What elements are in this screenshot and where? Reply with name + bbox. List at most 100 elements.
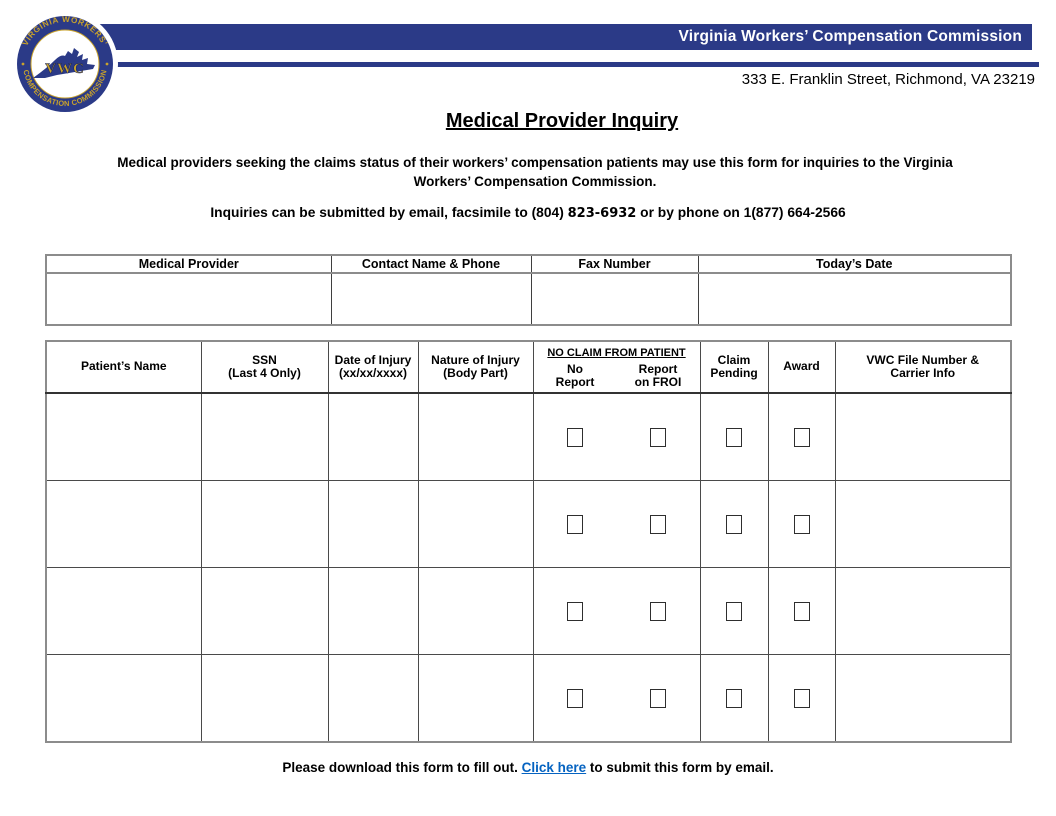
ssn-input-cell-row2[interactable] — [200, 480, 329, 568]
intro-line-1: Medical providers seeking the claims sta… — [117, 155, 953, 170]
checkbox-no-report-row4[interactable] — [567, 688, 583, 708]
vwc-file-input-cell-row1[interactable] — [834, 392, 1012, 481]
header-date-of-injury: Date of Injury (xx/xx/xxxx) — [327, 340, 419, 394]
checkbox-claim-pending-row1[interactable] — [726, 427, 742, 447]
header-doi-line2: (xx/xx/xxxx) — [338, 366, 408, 380]
award-cell-row3 — [767, 567, 836, 655]
contact-line: Inquiries can be submitted by email, fac… — [0, 205, 1056, 221]
header-fax-number: Fax Number — [530, 255, 699, 274]
seal-center-text: VWC — [45, 61, 85, 77]
header-noi-line2: (Body Part) — [443, 366, 508, 380]
no-claim-group-label: NO CLAIM FROM PATIENT — [547, 347, 686, 360]
page-title: Medical Provider Inquiry — [445, 110, 679, 132]
checkbox-no-report-row2[interactable] — [567, 514, 583, 534]
patient-name-input-cell-row2[interactable] — [45, 480, 202, 568]
fax-number-input-cell[interactable] — [530, 273, 699, 325]
no-claim-cell-row4 — [532, 654, 701, 743]
header-noi-line1: Nature of Injury — [431, 352, 520, 367]
header-patient-name: Patient’s Name — [45, 340, 202, 394]
nature-of-injury-input-cell-row3[interactable] — [417, 567, 534, 655]
claim-pending-line2: Pending — [710, 366, 758, 380]
vwc-file-input-cell-row2[interactable] — [834, 480, 1012, 568]
footer-before-link: Please download this form to fill out. — [282, 760, 522, 775]
patient-table-body — [45, 392, 1012, 743]
ssn-input-cell-row1[interactable] — [200, 392, 329, 481]
checkbox-no-report-row1[interactable] — [567, 427, 583, 447]
checkbox-report-on-froi-row2[interactable] — [650, 514, 666, 534]
ssn-input-cell-row3[interactable] — [200, 567, 329, 655]
todays-date-input-cell[interactable] — [697, 273, 1012, 325]
patient-table-header-row: Patient’s Name SSN (Last 4 Only) Date of… — [45, 340, 1012, 394]
checkbox-report-on-froi-row1[interactable] — [650, 427, 666, 447]
nature-of-injury-input-cell-row1[interactable] — [417, 392, 534, 481]
date-of-injury-input-cell-row1[interactable] — [327, 392, 419, 481]
checkbox-award-row4[interactable] — [793, 688, 810, 708]
header-nature-of-injury: Nature of Injury (Body Part) — [417, 340, 534, 394]
banner-title: Virginia Workers’ Compensation Commissio… — [678, 28, 1022, 45]
provider-table-input-row — [45, 273, 1012, 325]
patient-row-row3 — [45, 567, 1012, 655]
checkbox-claim-pending-row2[interactable] — [726, 514, 742, 534]
patient-row-row2 — [45, 480, 1012, 568]
patient-name-input-cell-row1[interactable] — [45, 392, 202, 481]
contact-name-phone-input-cell[interactable] — [330, 273, 532, 325]
nature-of-injury-input-cell-row4[interactable] — [417, 654, 534, 743]
header-medical-provider: Medical Provider — [45, 255, 332, 274]
award-cell-row1 — [767, 392, 836, 481]
header-no-report: No Report — [534, 361, 617, 390]
vwc-file-input-cell-row4[interactable] — [834, 654, 1012, 743]
header-todays-date: Today’s Date — [697, 255, 1012, 274]
claim-pending-cell-row2 — [699, 480, 769, 568]
checkbox-report-on-froi-row4[interactable] — [650, 688, 666, 708]
header-rule — [60, 62, 1039, 67]
header-award: Award — [767, 340, 836, 394]
contact-suffix: or by phone on 1(877) 664-2566 — [636, 205, 846, 220]
fax-number: 823-6932 — [567, 206, 637, 221]
date-of-injury-input-cell-row4[interactable] — [327, 654, 419, 743]
no-report-line1: No — [567, 361, 583, 376]
report-froi-line1: Report — [638, 361, 678, 376]
vwc-file-line2: Carrier Info — [890, 366, 956, 380]
address-line: 333 E. Franklin Street, Richmond, VA 232… — [741, 71, 1035, 88]
contact-prefix: Inquiries can be submitted by email, fac… — [210, 205, 568, 220]
award-label: Award — [783, 359, 820, 374]
checkbox-award-row3[interactable] — [793, 601, 810, 621]
patient-table: Patient’s Name SSN (Last 4 Only) Date of… — [45, 340, 1012, 743]
no-claim-cell-row1 — [532, 392, 701, 481]
checkbox-claim-pending-row3[interactable] — [726, 601, 742, 621]
no-report-line2: Report — [555, 375, 595, 390]
claim-pending-line1: Claim — [717, 352, 751, 367]
date-of-injury-input-cell-row2[interactable] — [327, 480, 419, 568]
no-claim-cell-row3 — [532, 567, 701, 655]
footer-instruction: Please download this form to fill out. C… — [0, 760, 1056, 775]
header-claim-pending: Claim Pending — [699, 340, 769, 394]
checkbox-award-row2[interactable] — [793, 514, 810, 534]
award-cell-row2 — [767, 480, 836, 568]
vwc-file-line1: VWC File Number & — [866, 352, 980, 367]
claim-pending-cell-row4 — [699, 654, 769, 743]
header-ssn-line2: (Last 4 Only) — [228, 366, 301, 380]
header-ssn: SSN (Last 4 Only) — [200, 340, 329, 394]
vwc-seal-icon: VWC VIRGINIA WORKERS’ COMPENSATION COMMI… — [11, 10, 119, 118]
date-of-injury-input-cell-row3[interactable] — [327, 567, 419, 655]
header-report-on-froi: Report on FROI — [617, 361, 700, 390]
click-here-link[interactable]: Click here — [521, 760, 587, 775]
header-contact-name-phone: Contact Name & Phone — [330, 255, 532, 274]
header-banner: Virginia Workers’ Compensation Commissio… — [80, 24, 1032, 50]
checkbox-award-row1[interactable] — [793, 427, 810, 447]
intro-paragraph: Medical providers seeking the claims sta… — [0, 153, 1056, 191]
patient-name-input-cell-row3[interactable] — [45, 567, 202, 655]
intro-line-2: Workers’ Compensation Commission. — [413, 174, 657, 189]
checkbox-report-on-froi-row3[interactable] — [650, 601, 666, 621]
nature-of-injury-input-cell-row2[interactable] — [417, 480, 534, 568]
header-doi-line1: Date of Injury — [334, 352, 412, 367]
provider-table-header-row: Medical Provider Contact Name & Phone Fa… — [45, 255, 1012, 274]
ssn-input-cell-row4[interactable] — [200, 654, 329, 743]
checkbox-no-report-row3[interactable] — [567, 601, 583, 621]
checkbox-claim-pending-row4[interactable] — [726, 688, 742, 708]
medical-provider-input-cell[interactable] — [45, 273, 332, 325]
vwc-file-input-cell-row3[interactable] — [834, 567, 1012, 655]
patient-name-input-cell-row4[interactable] — [45, 654, 202, 743]
header-no-claim-group: NO CLAIM FROM PATIENT No Report Report o… — [532, 340, 701, 394]
report-froi-line2: on FROI — [634, 375, 682, 390]
